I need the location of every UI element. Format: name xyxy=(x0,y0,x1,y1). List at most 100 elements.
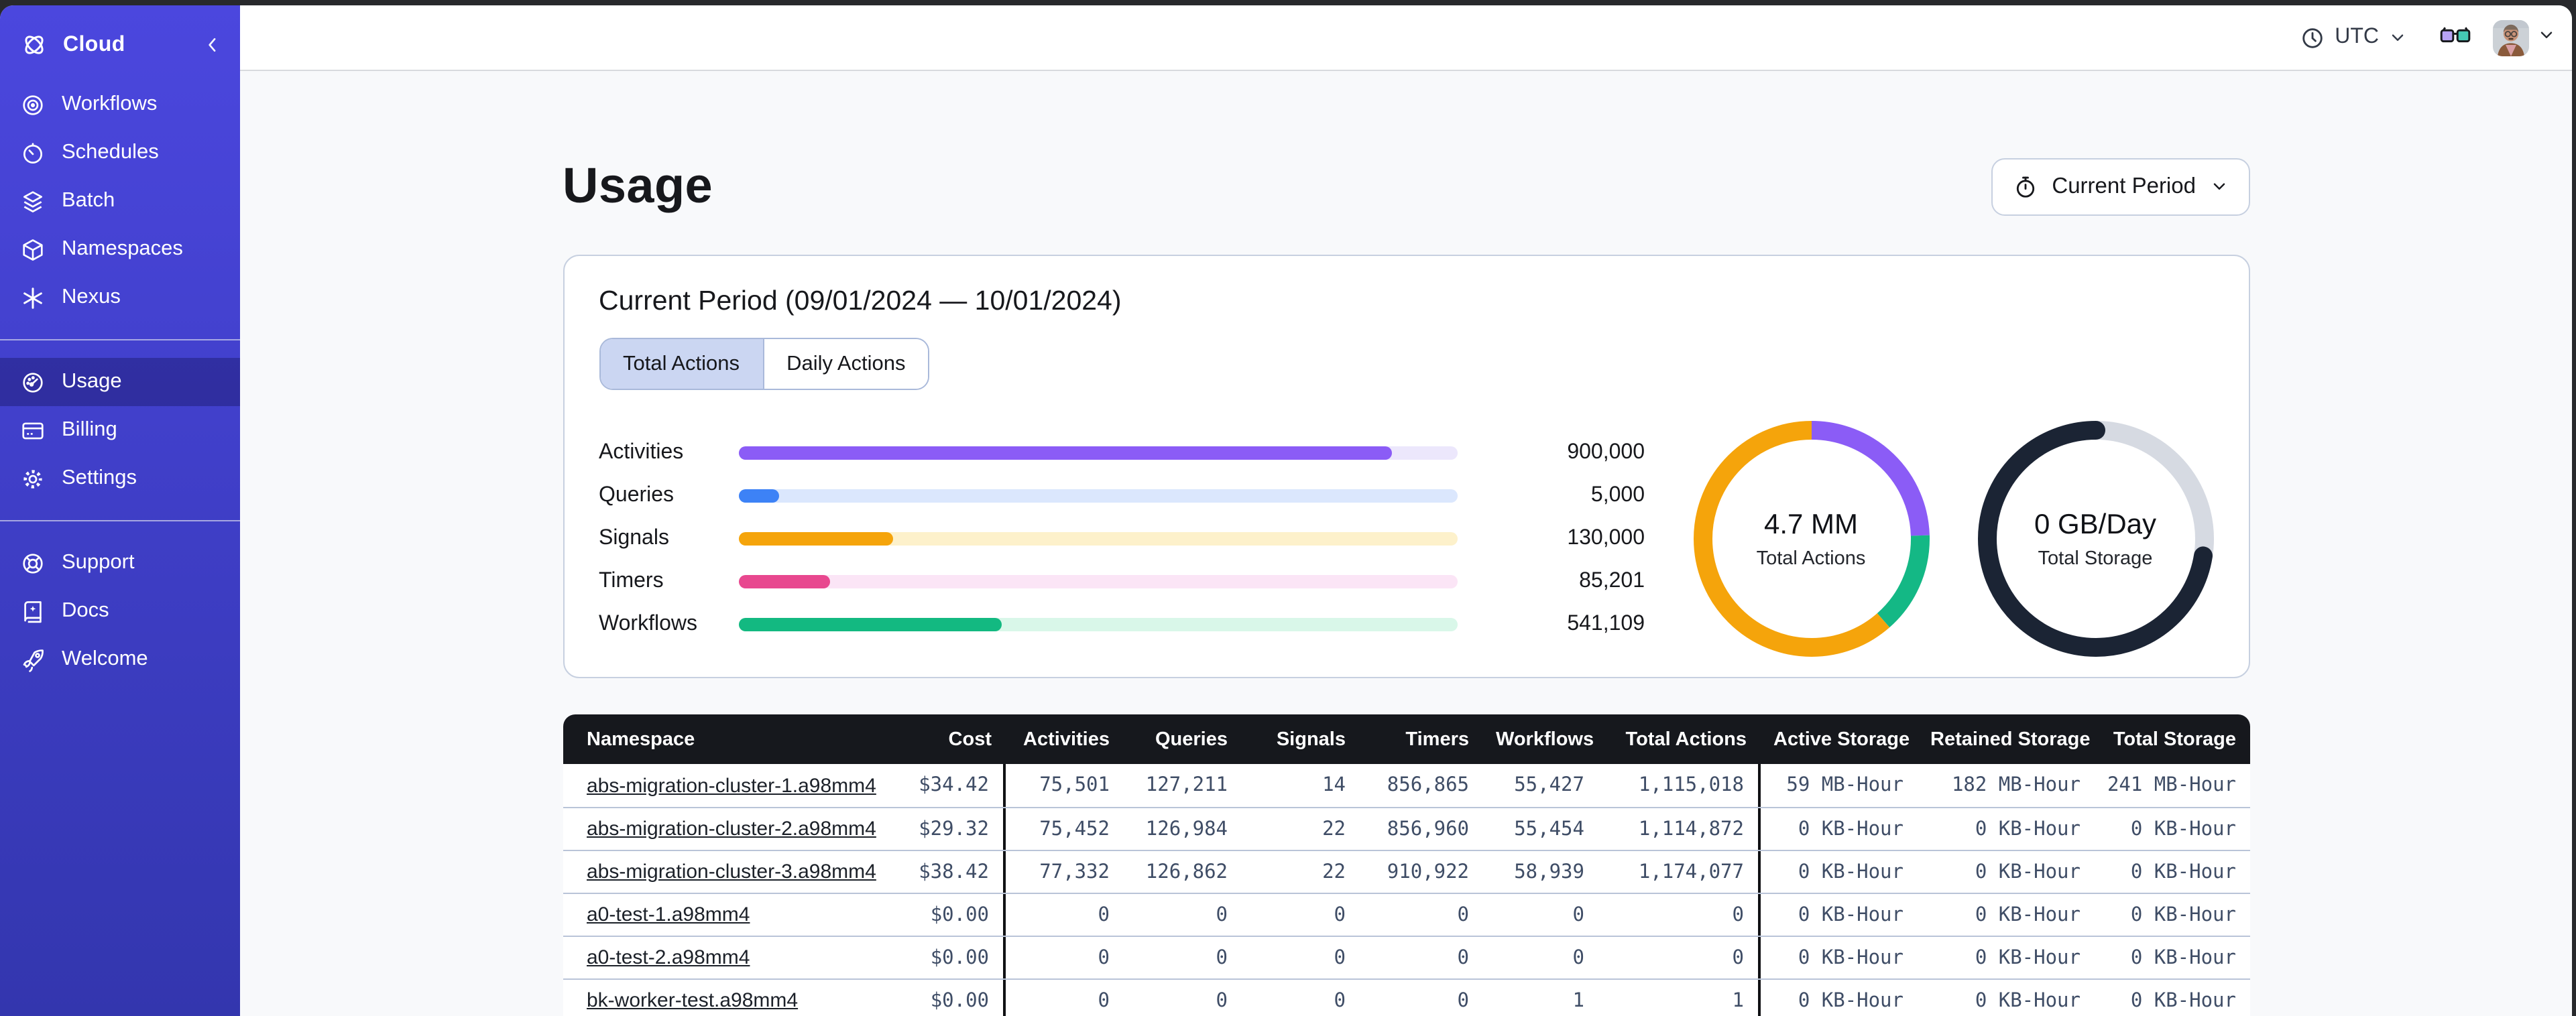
cell-activities: 0 xyxy=(1098,990,1110,1011)
namespace-cell: abs-migration-cluster-1.a98mm4 xyxy=(563,764,884,807)
namespace-link[interactable]: a0-test-1.a98mm4 xyxy=(587,903,750,926)
column-header-active-storage: Active Storage xyxy=(1773,728,1910,750)
namespace-link[interactable]: abs-migration-cluster-2.a98mm4 xyxy=(587,818,876,840)
column-header-queries: Queries xyxy=(1155,728,1228,750)
bar-fill xyxy=(738,575,831,588)
total-storage-value: 0 GB/Day xyxy=(2034,509,2157,539)
cell-active-storage: 0 KB-Hour xyxy=(1798,818,1904,840)
sidebar-item-label: Usage xyxy=(62,370,122,393)
namespace-link[interactable]: a0-test-2.a98mm4 xyxy=(587,946,750,969)
bar-row-queries: Queries 5,000 xyxy=(599,474,1645,517)
sidebar-brand: Cloud xyxy=(0,5,240,59)
cell-activities: 0 xyxy=(1098,947,1110,968)
bar-label: Timers xyxy=(599,570,664,592)
bar-value: 5,000 xyxy=(1590,484,1645,507)
sidebar-item-settings[interactable]: Settings xyxy=(0,454,240,503)
cell-activities: 0 xyxy=(1098,904,1110,926)
timezone-selector[interactable]: UTC xyxy=(2300,25,2407,50)
cell-timers: 856,865 xyxy=(1387,775,1469,796)
cell-active-storage: 0 KB-Hour xyxy=(1798,947,1904,968)
cell-workflows: 0 xyxy=(1572,947,1584,968)
cell-signals: 22 xyxy=(1322,861,1346,883)
sidebar-nav: Workflows Schedules Batch Namespaces Nexus Us… xyxy=(0,80,240,684)
column-header-signals: Signals xyxy=(1276,728,1346,750)
cell-workflows: 0 xyxy=(1572,904,1584,926)
sidebar-item-docs[interactable]: Docs xyxy=(0,587,240,635)
current-period-card: Current Period (09/01/2024 — 10/01/2024)… xyxy=(563,255,2249,678)
sidebar-item-workflows[interactable]: Workflows xyxy=(0,80,240,129)
bar-track xyxy=(738,618,1457,631)
cell-queries: 0 xyxy=(1216,904,1228,926)
topbar: UTC xyxy=(240,5,2572,71)
cell-total-actions: 1,174,077 xyxy=(1598,851,1760,893)
sidebar-item-welcome[interactable]: Welcome xyxy=(0,635,240,684)
chevron-down-icon xyxy=(2209,177,2228,196)
sidebar-item-label: Nexus xyxy=(62,285,121,308)
bar-value: 85,201 xyxy=(1579,570,1645,592)
bar-value: 900,000 xyxy=(1567,441,1645,464)
sidebar-item-support[interactable]: Support xyxy=(0,539,240,587)
namespaces-icon xyxy=(20,237,46,262)
avatar[interactable] xyxy=(2493,19,2529,56)
total-actions-value: 4.7 MM xyxy=(1763,509,1858,539)
card-title: Current Period (09/01/2024 — 10/01/2024) xyxy=(599,285,1122,316)
bar-label: Workflows xyxy=(599,613,697,635)
cell-signals: 0 xyxy=(1334,990,1346,1011)
sidebar-item-namespaces[interactable]: Namespaces xyxy=(0,225,240,273)
sidebar-item-schedules[interactable]: Schedules xyxy=(0,129,240,177)
cell-workflows: 1 xyxy=(1572,990,1584,1011)
cell-cost: $0.00 xyxy=(884,980,1005,1016)
stopwatch-icon xyxy=(2013,174,2038,199)
cell-timers: 0 xyxy=(1457,904,1469,926)
column-header-namespace: Namespace xyxy=(587,728,695,750)
cell-retained-storage: 0 KB-Hour xyxy=(1975,904,2081,926)
namespace-link[interactable]: abs-migration-cluster-3.a98mm4 xyxy=(587,861,876,883)
cell-active-storage: 0 KB-Hour xyxy=(1798,861,1904,883)
sidebar: Cloud Workflows Schedules Batch Namespaces N… xyxy=(0,5,240,1016)
namespace-link[interactable]: abs-migration-cluster-1.a98mm4 xyxy=(587,774,876,797)
workflows-icon xyxy=(20,92,46,117)
column-header-total-storage: Total Storage xyxy=(2113,728,2236,750)
cell-timers: 0 xyxy=(1457,947,1469,968)
cell-cost: $0.00 xyxy=(884,894,1005,936)
page-header: Usage Current Period xyxy=(563,157,2249,216)
account-menu-chevron-down-icon[interactable] xyxy=(2537,25,2556,50)
feedback-glasses-icon[interactable] xyxy=(2439,25,2471,50)
cell-total-actions: 0 xyxy=(1598,894,1760,936)
cell-signals: 14 xyxy=(1322,775,1346,796)
period-selector-button[interactable]: Current Period xyxy=(1991,157,2249,215)
cell-timers: 0 xyxy=(1457,990,1469,1011)
bar-row-workflows: Workflows 541,109 xyxy=(599,603,1645,646)
bar-row-timers: Timers 85,201 xyxy=(599,560,1645,603)
bar-track xyxy=(738,489,1457,503)
sidebar-collapse-button[interactable] xyxy=(202,35,223,55)
cell-signals: 0 xyxy=(1334,904,1346,926)
cell-retained-storage: 0 KB-Hour xyxy=(1975,990,2081,1011)
nexus-icon xyxy=(20,285,46,310)
namespace-link[interactable]: bk-worker-test.a98mm4 xyxy=(587,989,799,1012)
cell-total-storage: 0 KB-Hour xyxy=(2130,861,2236,883)
bar-fill xyxy=(738,489,779,503)
namespace-cell: a0-test-2.a98mm4 xyxy=(563,937,884,978)
bar-value: 541,109 xyxy=(1567,613,1645,635)
sidebar-item-batch[interactable]: Batch xyxy=(0,177,240,225)
actions-tab-group: Total Actions Daily Actions xyxy=(599,338,930,390)
cell-cost: $0.00 xyxy=(884,937,1005,978)
tab-total-actions[interactable]: Total Actions xyxy=(600,339,763,389)
column-header-cost: Cost xyxy=(948,728,992,750)
cell-signals: 22 xyxy=(1322,818,1346,840)
cell-retained-storage: 0 KB-Hour xyxy=(1975,947,2081,968)
clock-icon xyxy=(2300,25,2325,50)
sidebar-item-label: Docs xyxy=(62,599,109,622)
sidebar-item-billing[interactable]: Billing xyxy=(0,406,240,454)
sidebar-item-usage[interactable]: Usage xyxy=(0,358,240,406)
welcome-icon xyxy=(20,647,46,672)
cell-total-actions: 1,114,872 xyxy=(1598,808,1760,850)
sidebar-divider xyxy=(0,339,240,340)
cell-timers: 910,922 xyxy=(1387,861,1469,883)
sidebar-item-nexus[interactable]: Nexus xyxy=(0,273,240,322)
cell-queries: 126,862 xyxy=(1145,861,1228,883)
tab-daily-actions[interactable]: Daily Actions xyxy=(762,339,929,389)
support-icon xyxy=(20,550,46,576)
